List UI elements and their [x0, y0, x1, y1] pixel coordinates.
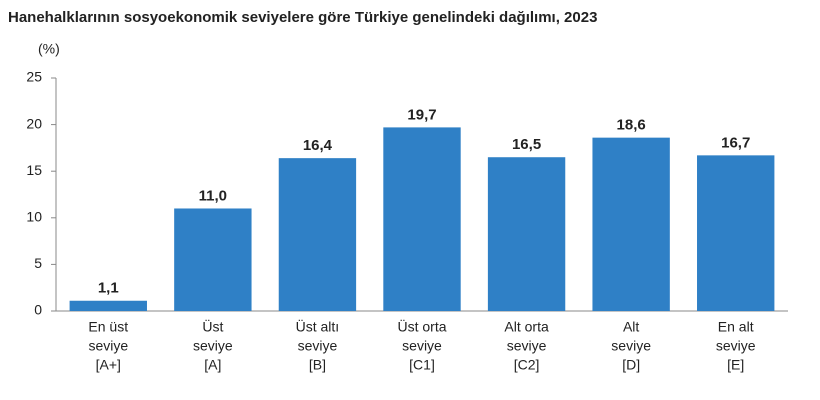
value-label: 11,0 — [199, 187, 227, 204]
x-tick-label: [A] — [204, 357, 221, 373]
value-label: 18,6 — [617, 117, 646, 134]
value-label: 19,7 — [407, 106, 436, 123]
y-tick-label: 10 — [26, 209, 42, 225]
x-tick-label: seviye — [88, 338, 128, 354]
y-tick-label: 20 — [26, 115, 42, 131]
x-tick-label: [C2] — [514, 357, 540, 373]
x-tick-label: Üst — [202, 318, 223, 335]
x-tick-label: [A+] — [96, 357, 121, 373]
bar — [487, 157, 566, 311]
x-tick-label: [D] — [622, 357, 640, 373]
bar — [592, 137, 670, 311]
x-tick-label: seviye — [402, 338, 442, 354]
y-axis-label: (%) — [38, 41, 60, 57]
y-tick-label: 25 — [26, 69, 42, 85]
x-tick-label: [E] — [727, 357, 744, 373]
chart-title: Hanehalklarının sosyoekonomik seviyelere… — [8, 9, 597, 26]
x-tick-label: seviye — [611, 338, 651, 354]
value-label: 1,1 — [98, 280, 119, 297]
x-tick-label: En alt — [718, 319, 754, 335]
x-tick-label: seviye — [298, 338, 338, 354]
x-tick-label: seviye — [193, 338, 233, 354]
x-tick-label: En üst — [88, 319, 128, 335]
bar — [383, 127, 461, 312]
x-tick-label: seviye — [716, 338, 756, 354]
bar — [174, 208, 252, 311]
bar — [278, 158, 357, 311]
x-tick-label: Alt orta — [504, 319, 549, 335]
x-tick-label: [C1] — [409, 357, 435, 373]
value-label: 16,4 — [303, 137, 333, 154]
value-label: 16,5 — [512, 136, 541, 153]
value-label: 16,7 — [721, 134, 750, 151]
y-tick-label: 15 — [26, 162, 42, 178]
y-tick-label: 0 — [34, 302, 42, 318]
y-tick-label: 5 — [34, 255, 42, 271]
x-tick-label: [B] — [309, 357, 326, 373]
x-tick-label: Üst orta — [397, 318, 446, 335]
x-tick-label: seviye — [507, 338, 547, 354]
x-tick-label: Alt — [623, 319, 639, 335]
bar — [697, 155, 775, 311]
x-tick-label: Üst altı — [296, 318, 340, 335]
bar — [69, 300, 147, 311]
